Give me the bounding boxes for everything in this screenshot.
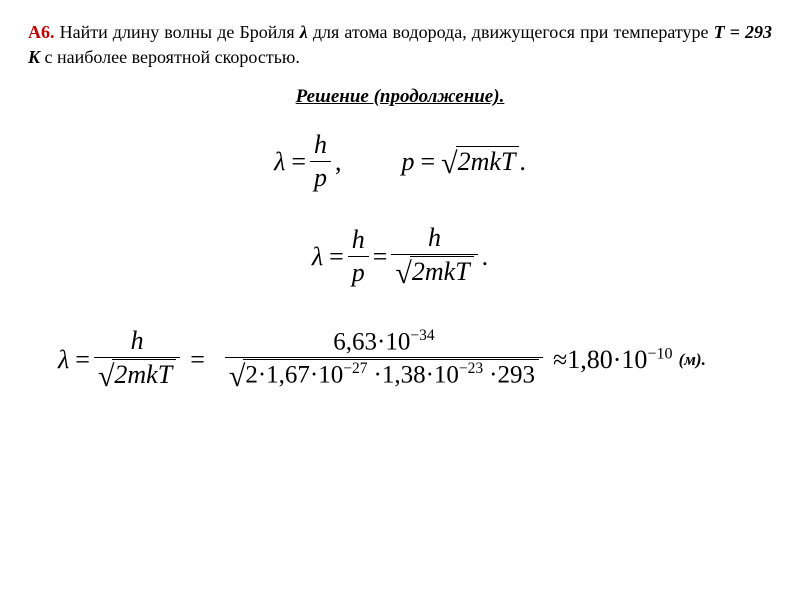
lambda: λ	[58, 345, 69, 375]
base: 10	[385, 328, 410, 355]
fraction-h-over-p: h p	[310, 130, 331, 193]
lambda: λ	[312, 242, 323, 272]
val-a: 6,63	[333, 328, 377, 355]
denominator-sqrt: √ 2mkT	[94, 357, 180, 393]
exp: −27	[343, 360, 367, 377]
eq-p-sqrt: p = √ 2mkT .	[402, 146, 526, 177]
radicand: 2mkT	[456, 146, 520, 177]
radicand: 2mkT	[112, 359, 176, 390]
equals: =	[421, 147, 436, 177]
equals: =	[329, 242, 344, 272]
lambda: λ	[274, 147, 285, 177]
v: 2	[245, 362, 258, 389]
sqrt-2mkT: √ 2mkT	[441, 146, 519, 177]
equals: =	[373, 242, 388, 272]
denominator-numeric: √ 2·1,67·10−27·1,38·10−23·293	[225, 357, 543, 392]
equals: =	[190, 345, 205, 375]
equation-row-2: λ = h p = h √ 2mkT .	[28, 223, 772, 290]
period: .	[482, 242, 489, 272]
problem-text-2: для атома водорода, движущегося при темп…	[308, 22, 714, 42]
dot: ·	[310, 362, 318, 389]
v: 10	[621, 345, 647, 374]
section-title: Решение (продолжение).	[28, 86, 772, 108]
denominator-p: p	[348, 256, 369, 288]
numerator-h: h	[424, 223, 445, 254]
approx: ≈	[553, 345, 567, 375]
equation-row-3: λ = h √ 2mkT = 6,63·10−34 √ 2·1,6	[28, 326, 772, 393]
dot: ·	[258, 362, 266, 389]
v: 1,80	[567, 345, 613, 374]
v: 1,38	[382, 362, 426, 389]
problem-text-1: Найти длину волны де Бройля	[55, 22, 300, 42]
v: 10	[318, 362, 343, 389]
problem-number: А6.	[28, 22, 55, 42]
fraction-numeric: 6,63·10−34 √ 2·1,67·10−27·1,38·10−23·293	[225, 327, 543, 393]
dot: ·	[426, 362, 434, 389]
p-var: p	[402, 147, 415, 177]
comma: ,	[335, 147, 342, 177]
problem-statement: А6. Найти длину волны де Бройля λ для ат…	[28, 20, 772, 70]
v: 10	[434, 362, 459, 389]
numerator-h: h	[127, 326, 148, 357]
equals: =	[75, 345, 90, 375]
period: .	[519, 147, 526, 177]
eq-lambda-hp: λ = h p ,	[274, 130, 341, 193]
equals: =	[291, 147, 306, 177]
numerator-h: h	[310, 130, 331, 161]
numerator-h: h	[348, 225, 369, 256]
fraction-h-over-p: h p	[348, 225, 369, 288]
lambda-symbol: λ	[300, 22, 308, 42]
unit-label: (м).	[679, 350, 706, 370]
eq-numeric: λ = h √ 2mkT = 6,63·10−34 √ 2·1,6	[58, 326, 673, 393]
numerator-numeric: 6,63·10−34	[329, 327, 438, 357]
dot: ·	[373, 362, 381, 389]
denominator-p: p	[310, 161, 331, 193]
exp: −34	[410, 327, 434, 344]
radicand: 2mkT	[410, 256, 474, 287]
denominator-sqrt: √ 2mkT	[391, 254, 477, 290]
equation-row-1: λ = h p , p = √ 2mkT .	[28, 130, 772, 193]
radicand-numeric: 2·1,67·10−27·1,38·10−23·293	[243, 359, 539, 389]
exp: −10	[647, 345, 672, 362]
problem-text-3: с наиболее вероятной скоростью.	[40, 47, 300, 67]
fraction-h-over-sqrt: h √ 2mkT	[391, 223, 477, 290]
result: 1,80·10−10	[567, 345, 672, 375]
v: 1,67	[266, 362, 310, 389]
v: 293	[497, 362, 535, 389]
eq-lambda-combined: λ = h p = h √ 2mkT .	[312, 223, 488, 290]
fraction-h-over-sqrt: h √ 2mkT	[94, 326, 180, 393]
exp: −23	[459, 360, 483, 377]
